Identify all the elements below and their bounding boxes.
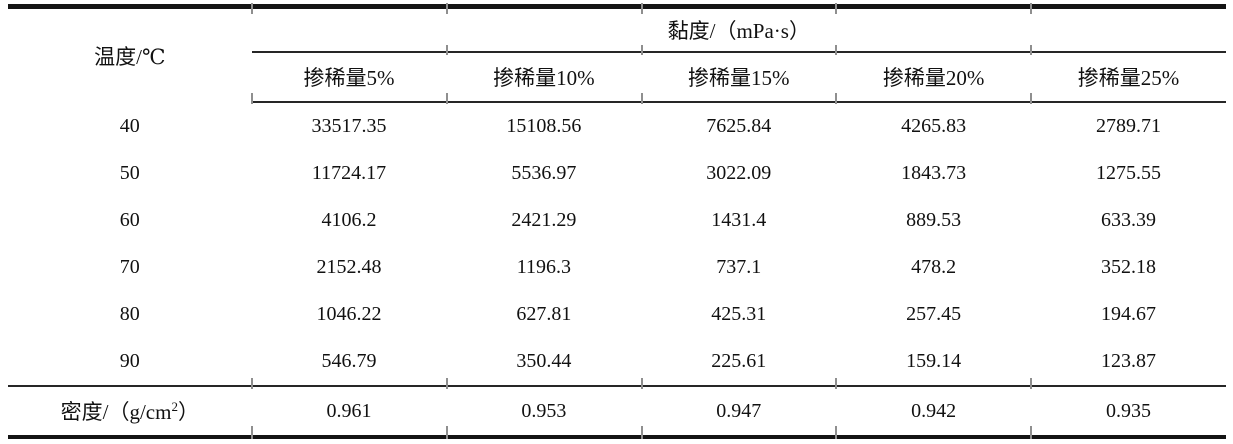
dilution-header-5pct: 掺稀量5%: [251, 52, 447, 103]
column-boundary-tick: [835, 378, 837, 389]
dilution-header-25pct: 掺稀量25%: [1031, 52, 1226, 103]
density-value-cell: 0.947: [641, 385, 837, 437]
dilution-header-10pct: 掺稀量10%: [446, 52, 642, 103]
viscosity-value-cell: 4106.2: [321, 209, 377, 231]
column-boundary-tick: [641, 93, 643, 104]
column-boundary-tick: [1030, 378, 1032, 389]
column-boundary-tick: [1030, 426, 1032, 439]
viscosity-value-cell: 425.31: [711, 303, 767, 325]
viscosity-density-table: 温度/℃ 黏度/（mPa·s） 掺稀量5% 掺稀量10% 掺稀量15% 掺稀量2…: [8, 4, 1226, 439]
viscosity-value-cell: 2152.48: [316, 256, 382, 278]
density-superscript: 2: [171, 399, 178, 414]
viscosity-value-cell: 627.81: [516, 303, 572, 325]
viscosity-value-cell: 2789.71: [1096, 115, 1162, 137]
viscosity-value-cell: 478.2: [911, 256, 957, 278]
viscosity-value-cell: 352.18: [1101, 256, 1157, 278]
column-boundary-tick: [641, 426, 643, 439]
column-boundary-tick: [641, 378, 643, 389]
column-boundary-tick: [835, 45, 837, 55]
density-label-cell: 密度/（g/cm2）: [8, 385, 252, 437]
viscosity-value-cell: 194.67: [1101, 303, 1157, 325]
viscosity-value-cell: 7625.84: [706, 115, 772, 137]
data-row-80: 80 1046.22 627.81 425.31 257.45 194.67: [8, 291, 1226, 338]
viscosity-value-cell: 1046.22: [316, 303, 382, 325]
dilution-subheader-row: 掺稀量5% 掺稀量10% 掺稀量15% 掺稀量20% 掺稀量25%: [8, 52, 1226, 103]
viscosity-value-cell: 225.61: [711, 350, 767, 372]
temperature-cell: 80: [119, 303, 140, 325]
viscosity-value-cell: 33517.35: [311, 115, 387, 137]
column-boundary-tick: [835, 93, 837, 104]
column-boundary-tick: [641, 45, 643, 55]
viscosity-value-cell: 1196.3: [516, 256, 572, 278]
column-boundary-tick: [251, 3, 253, 14]
viscosity-value-cell: 2421.29: [511, 209, 577, 231]
column-boundary-tick: [1030, 45, 1032, 55]
column-boundary-tick: [835, 3, 837, 14]
column-boundary-tick: [446, 93, 448, 104]
temperature-cell: 70: [119, 256, 140, 278]
column-boundary-tick: [251, 93, 253, 104]
density-label-close-paren: ）: [177, 400, 199, 424]
viscosity-value-cell: 3022.09: [706, 162, 772, 184]
density-value-cell: 0.953: [446, 385, 642, 437]
temperature-cell: 60: [119, 209, 140, 231]
viscosity-value-cell: 350.44: [516, 350, 572, 372]
data-row-90: 90 546.79 350.44 225.61 159.14 123.87: [8, 338, 1226, 386]
density-value-cell: 0.942: [836, 385, 1032, 437]
data-row-70: 70 2152.48 1196.3 737.1 478.2 352.18: [8, 244, 1226, 291]
viscosity-value-cell: 159.14: [906, 350, 962, 372]
column-boundary-tick: [251, 426, 253, 439]
dilution-header-15pct: 掺稀量15%: [641, 52, 837, 103]
temperature-column-header: 温度/℃: [94, 44, 166, 69]
viscosity-value-cell: 1275.55: [1096, 162, 1162, 184]
column-boundary-tick: [446, 3, 448, 14]
viscosity-value-cell: 5536.97: [511, 162, 577, 184]
data-row-60: 60 4106.2 2421.29 1431.4 889.53 633.39: [8, 197, 1226, 244]
column-boundary-tick: [835, 426, 837, 439]
viscosity-value-cell: 546.79: [321, 350, 377, 372]
column-boundary-tick: [446, 378, 448, 389]
viscosity-value-cell: 4265.83: [901, 115, 967, 137]
viscosity-value-cell: 123.87: [1101, 350, 1157, 372]
column-boundary-tick: [446, 45, 448, 55]
column-boundary-tick: [446, 426, 448, 439]
density-row: 密度/（g/cm2） 0.961 0.953 0.947 0.942 0.935: [8, 385, 1226, 437]
viscosity-value-cell: 889.53: [906, 209, 962, 231]
data-row-40: 40 33517.35 15108.56 7625.84 4265.83 278…: [8, 102, 1226, 150]
column-boundary-tick: [641, 3, 643, 14]
viscosity-value-cell: 15108.56: [506, 115, 582, 137]
density-value-cell: 0.935: [1031, 385, 1226, 437]
viscosity-group-header: 黏度/（mPa·s）: [251, 6, 1226, 53]
temperature-cell: 90: [119, 350, 140, 372]
temperature-cell: 40: [119, 114, 140, 137]
viscosity-value-cell: 11724.17: [311, 162, 387, 184]
dilution-header-20pct: 掺稀量20%: [836, 52, 1032, 103]
temperature-cell: 50: [119, 162, 140, 184]
density-label-text: 密度/（g/cm: [60, 400, 172, 424]
viscosity-value-cell: 737.1: [716, 256, 762, 278]
column-boundary-tick: [1030, 93, 1032, 104]
viscosity-value-cell: 257.45: [906, 303, 962, 325]
viscosity-value-cell: 633.39: [1101, 209, 1157, 231]
column-boundary-tick: [1030, 3, 1032, 14]
density-value-cell: 0.961: [251, 385, 447, 437]
group-header-row: 温度/℃ 黏度/（mPa·s）: [8, 6, 1226, 69]
column-boundary-tick: [251, 378, 253, 389]
viscosity-value-cell: 1431.4: [711, 209, 767, 231]
viscosity-value-cell: 1843.73: [901, 162, 967, 184]
data-row-50: 50 11724.17 5536.97 3022.09 1843.73 1275…: [8, 150, 1226, 197]
